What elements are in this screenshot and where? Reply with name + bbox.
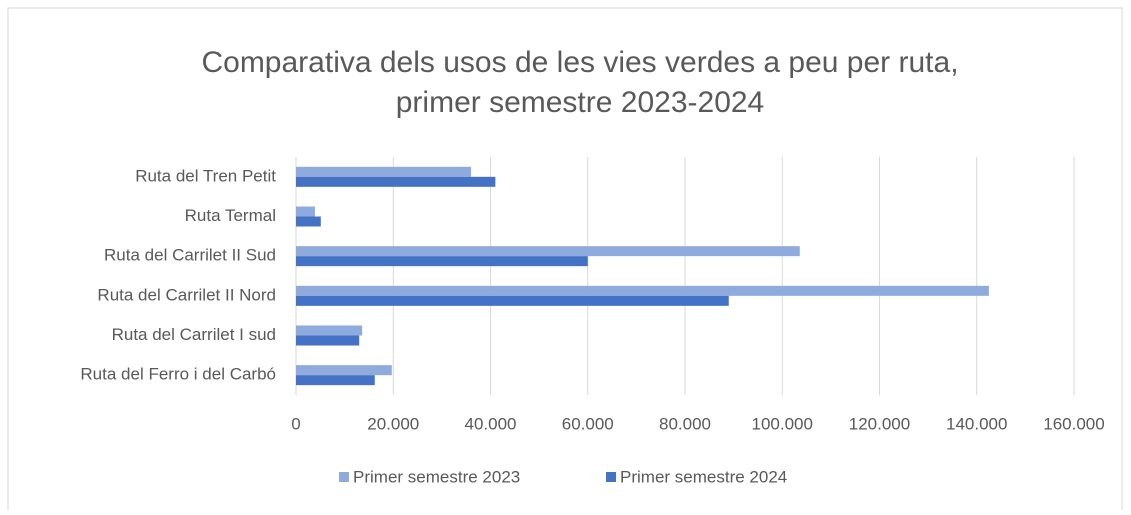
legend-swatch xyxy=(606,472,616,482)
chart-title: primer semestre 2023-2024 xyxy=(396,86,765,119)
x-tick-label: 0 xyxy=(291,414,300,433)
legend-label: Primer semestre 2024 xyxy=(620,467,787,486)
y-tick-label: Ruta del Tren Petit xyxy=(135,166,276,185)
x-tick-label: 40.000 xyxy=(465,414,517,433)
bar xyxy=(296,335,360,346)
bar xyxy=(296,216,321,227)
y-tick-label: Ruta del Carrilet I sud xyxy=(112,325,276,344)
x-tick-label: 20.000 xyxy=(367,414,419,433)
x-tick-label: 140.000 xyxy=(946,414,1007,433)
y-tick-label: Ruta del Ferro i del Carbó xyxy=(80,365,276,384)
bar xyxy=(296,375,375,386)
bar xyxy=(296,166,472,177)
legend-swatch xyxy=(339,472,349,482)
x-tick-label: 160.000 xyxy=(1043,414,1104,433)
bar xyxy=(296,295,729,306)
y-tick-label: Ruta Termal xyxy=(185,206,276,225)
x-tick-label: 120.000 xyxy=(849,414,910,433)
y-tick-label: Ruta del Carrilet II Nord xyxy=(97,285,276,304)
x-tick-label: 100.000 xyxy=(752,414,813,433)
legend-label: Primer semestre 2023 xyxy=(353,467,520,486)
bar xyxy=(296,285,989,296)
bar xyxy=(296,206,315,217)
bar xyxy=(296,246,800,257)
bar xyxy=(296,256,588,267)
bar xyxy=(296,176,496,187)
y-tick-label: Ruta del Carrilet II Sud xyxy=(104,246,276,265)
bar xyxy=(296,325,363,336)
x-tick-label: 80.000 xyxy=(659,414,711,433)
x-tick-label: 60.000 xyxy=(562,414,614,433)
bar xyxy=(296,365,392,376)
chart-title: Comparativa dels usos de les vies verdes… xyxy=(201,46,958,79)
